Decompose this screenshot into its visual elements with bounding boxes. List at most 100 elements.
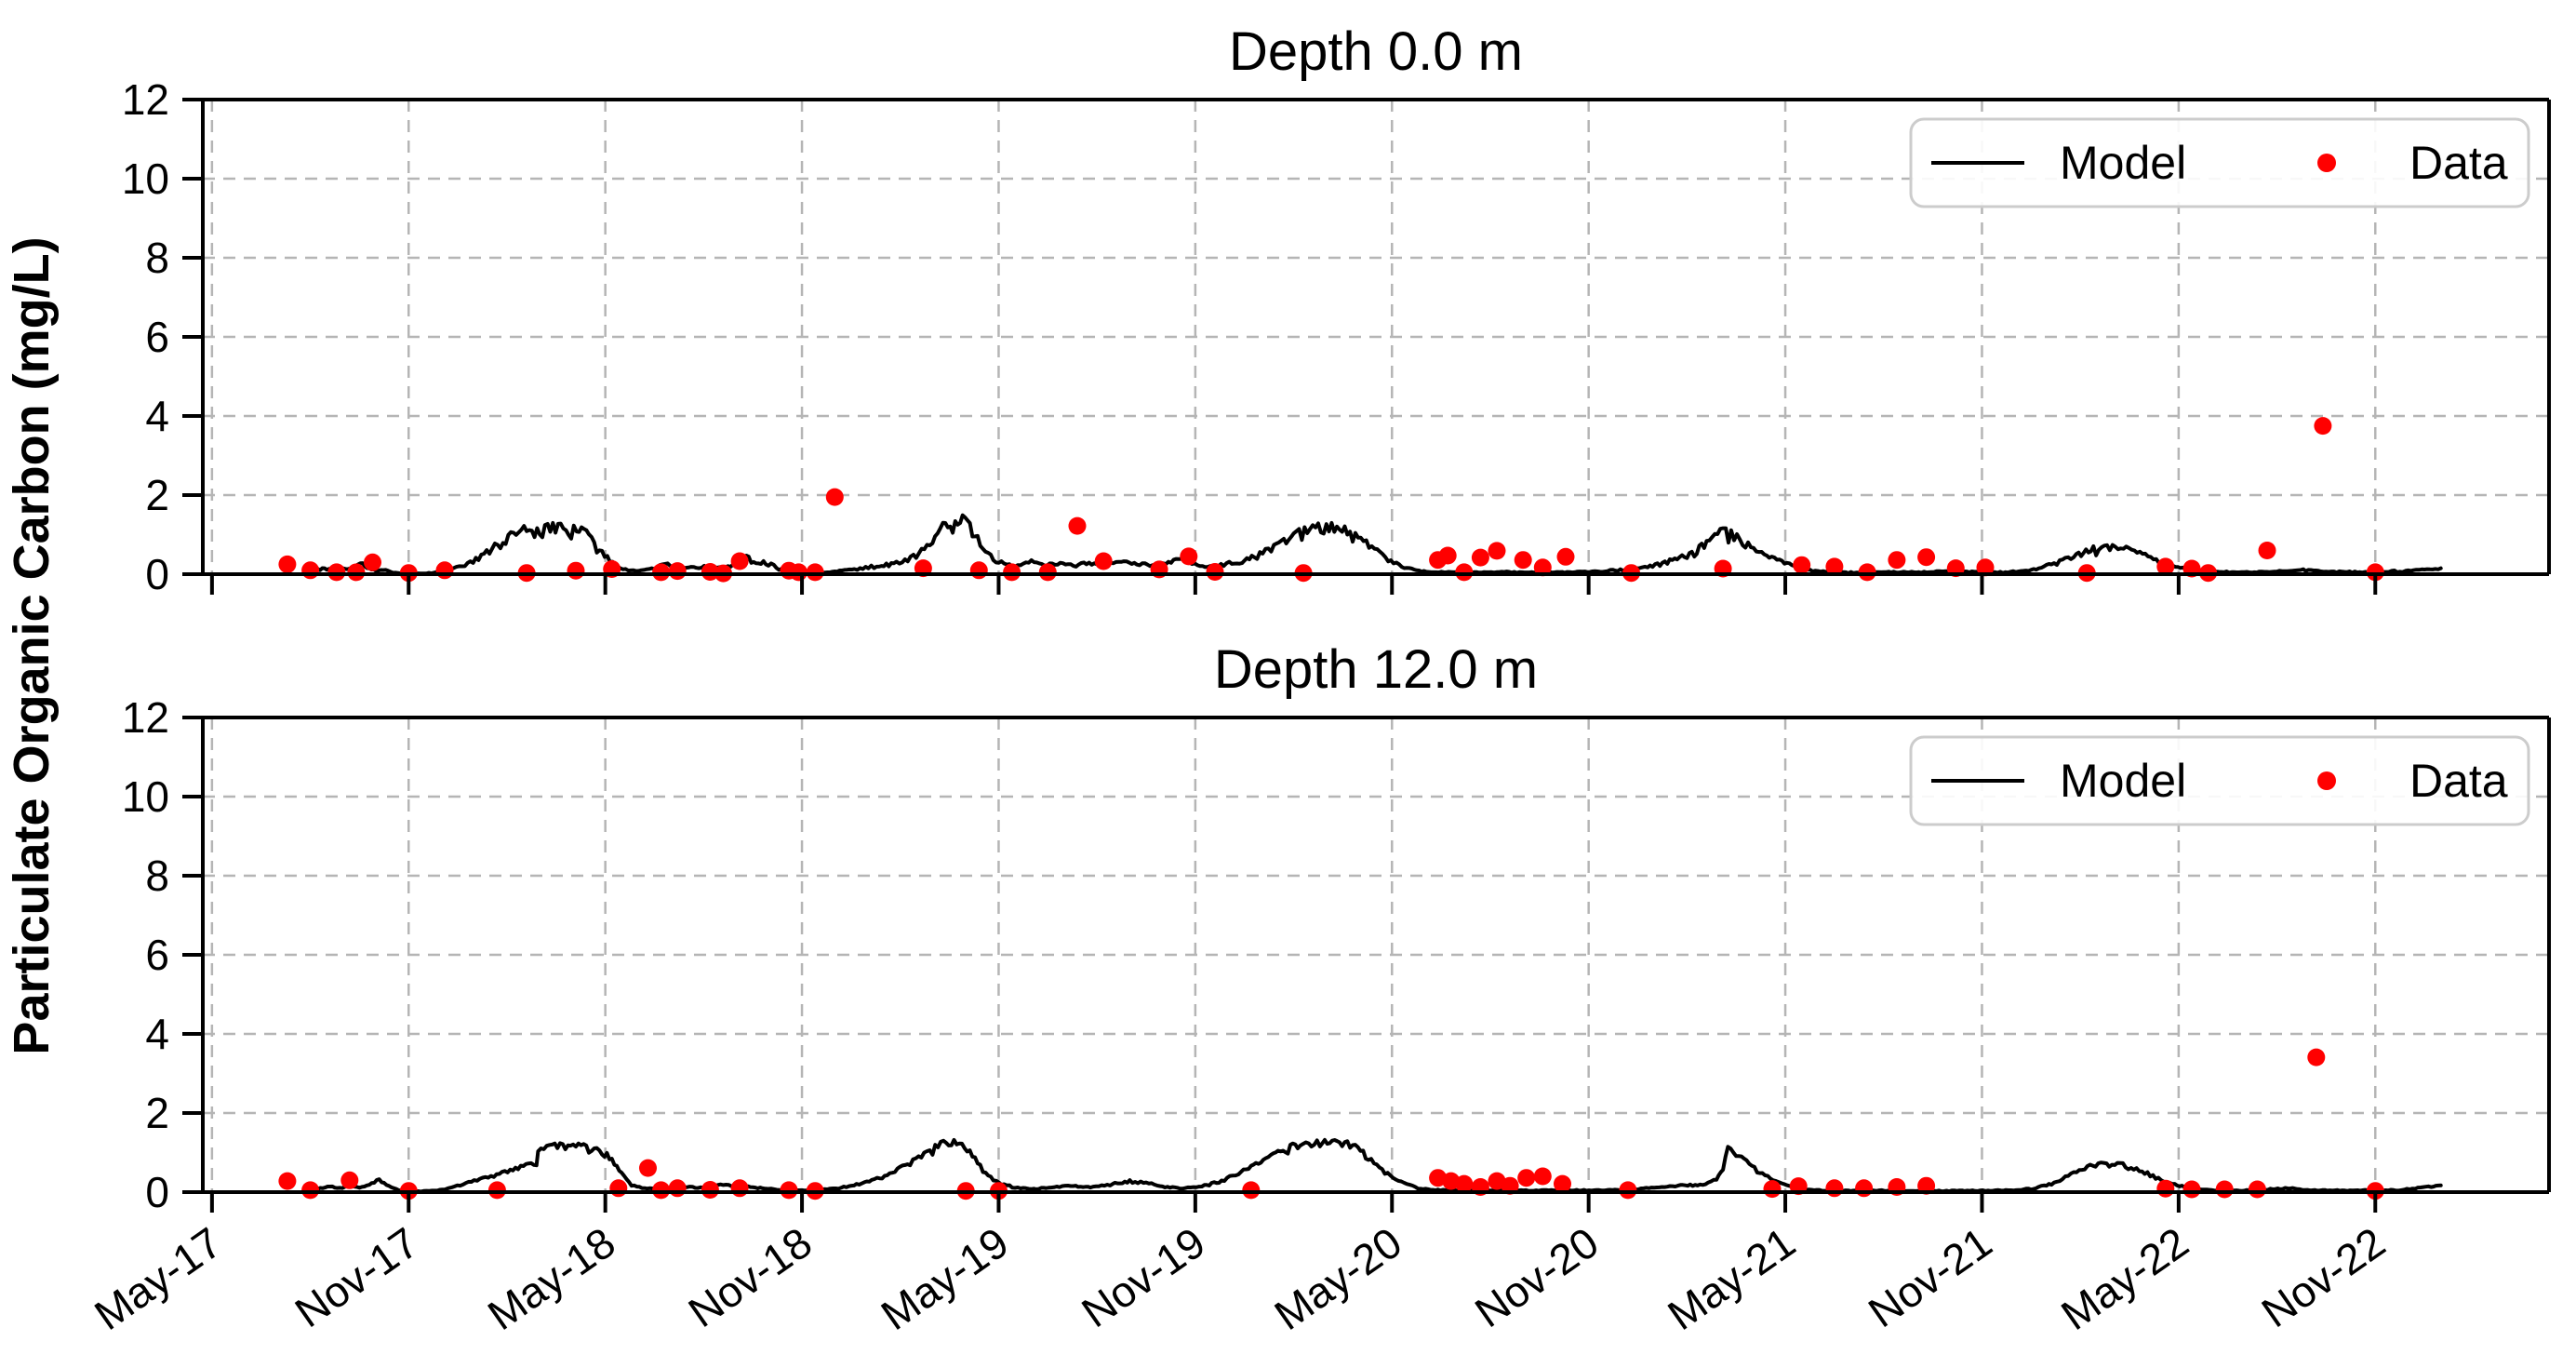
legend-data-label: Data xyxy=(2409,137,2508,189)
grid xyxy=(203,718,2549,1192)
data-point xyxy=(1556,547,1575,566)
data-point xyxy=(1094,552,1113,570)
data-point xyxy=(668,1179,687,1198)
data-point xyxy=(327,563,346,582)
data-point xyxy=(1455,563,1474,582)
data-point xyxy=(730,552,749,570)
data-point xyxy=(668,562,687,581)
data-point xyxy=(1917,1176,1936,1195)
data-point xyxy=(969,561,988,580)
y-tick-label: 2 xyxy=(145,1089,169,1137)
data-point xyxy=(364,553,381,571)
x-tick-label: Nov-19 xyxy=(1073,1218,1213,1337)
data-point xyxy=(1793,556,1811,574)
legend-data-label: Data xyxy=(2409,755,2508,807)
data-point xyxy=(1471,548,1489,567)
data-point xyxy=(609,1179,628,1198)
data-point xyxy=(2182,1180,2201,1199)
data-point xyxy=(435,561,454,580)
model-line xyxy=(308,1137,2443,1194)
data-point xyxy=(1554,1174,1571,1193)
data-point xyxy=(2248,1180,2266,1199)
panel-title-depth-0: Depth 0.0 m xyxy=(1229,21,1523,82)
data-point xyxy=(701,1181,719,1199)
y-tick-label: 10 xyxy=(122,772,169,821)
legend: Model Data xyxy=(1909,117,2530,208)
data-point xyxy=(652,1181,671,1200)
data-point xyxy=(1517,1169,1536,1187)
data-point xyxy=(701,563,719,581)
x-tick-label: Nov-21 xyxy=(1860,1218,2000,1337)
data-point xyxy=(2307,1048,2326,1066)
data-point xyxy=(1858,563,1876,582)
legend-model-label: Model xyxy=(2060,755,2186,807)
data-point xyxy=(1917,548,1936,567)
data-point xyxy=(1533,558,1552,577)
data-point xyxy=(2215,1180,2234,1199)
data-point xyxy=(652,563,671,582)
data-point xyxy=(1825,557,1844,576)
data-point xyxy=(1888,551,1906,570)
y-tick-label: 4 xyxy=(145,392,169,440)
x-tick-label: Nov-17 xyxy=(287,1218,427,1337)
x-tick-label: Nov-18 xyxy=(679,1218,820,1337)
x-tick-label: May-19 xyxy=(873,1218,1017,1340)
data-point xyxy=(1180,547,1198,566)
y-tick-label: 8 xyxy=(145,234,169,282)
y-tick-label: 10 xyxy=(122,154,169,203)
data-point xyxy=(301,1181,320,1200)
y-tick-label: 12 xyxy=(122,75,169,124)
data-point xyxy=(2314,417,2332,436)
x-tick-label: May-17 xyxy=(86,1218,230,1340)
data-point xyxy=(1533,1167,1552,1186)
data-point xyxy=(278,555,297,573)
x-tick-label: Nov-22 xyxy=(2253,1218,2394,1337)
data-point xyxy=(301,561,320,580)
data-point xyxy=(2258,542,2276,559)
legend-data-marker-sample xyxy=(2317,771,2336,790)
data-point xyxy=(1455,1174,1474,1193)
model-line xyxy=(308,513,2443,576)
data-point xyxy=(1763,1180,1782,1199)
x-tick-label: May-18 xyxy=(479,1218,623,1340)
data-point xyxy=(790,563,808,582)
top-panel: Depth 0.0 m 0 2 4 6 8 10 12 Model Data xyxy=(122,21,2551,598)
y-tick-label: 4 xyxy=(145,1010,169,1058)
y-tick-label: 2 xyxy=(145,471,169,519)
x-axis-labels: May-17 Nov-17 May-18 Nov-18 May-19 Nov-19 May-… xyxy=(86,1218,2394,1340)
data-point xyxy=(1855,1179,1874,1198)
legend-data-marker-sample xyxy=(2317,154,2336,172)
data-point xyxy=(1438,546,1457,565)
y-tick-label: 0 xyxy=(145,550,169,598)
data-point xyxy=(1619,1181,1637,1200)
data-point xyxy=(2366,563,2384,582)
data-point xyxy=(1038,563,1057,582)
data-point xyxy=(347,563,366,582)
data-point xyxy=(780,1181,798,1200)
data-point xyxy=(340,1171,359,1189)
x-tick-label: May-22 xyxy=(2052,1218,2196,1340)
panel-title-depth-12: Depth 12.0 m xyxy=(1214,639,1538,700)
data-point xyxy=(567,561,585,580)
legend-model-label: Model xyxy=(2060,137,2186,189)
data-point xyxy=(639,1159,657,1177)
y-axis-label: Particulate Organic Carbon (mg/L) xyxy=(4,236,60,1054)
data-point xyxy=(1442,1172,1461,1190)
data-point xyxy=(730,1179,749,1198)
data-point xyxy=(1003,563,1021,582)
data-point xyxy=(806,563,824,582)
bottom-panel: Depth 12.0 m 0 2 4 6 8 10 12 May-17 Nov-17 May-18 N… xyxy=(86,639,2551,1340)
y-tick-label: 8 xyxy=(145,852,169,900)
data-point xyxy=(1514,551,1532,570)
data-point xyxy=(1501,1176,1519,1195)
legend-box xyxy=(1909,117,2530,208)
data-point xyxy=(1206,563,1224,581)
legend-box xyxy=(1909,735,2530,826)
legend: Model Data xyxy=(1909,735,2530,826)
x-tick-label: Nov-20 xyxy=(1466,1218,1607,1337)
y-tick-label: 0 xyxy=(145,1168,169,1216)
top-panel-ticks xyxy=(182,98,2378,595)
y-tick-label: 6 xyxy=(145,313,169,361)
data-point xyxy=(1825,1179,1844,1198)
